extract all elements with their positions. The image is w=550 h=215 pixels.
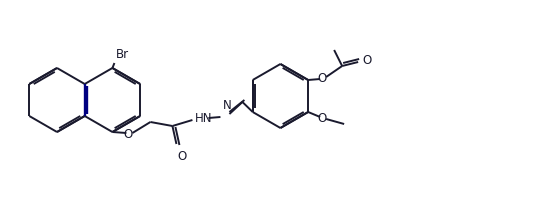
Text: O: O — [124, 127, 133, 140]
Text: Br: Br — [116, 48, 129, 61]
Text: N: N — [222, 99, 231, 112]
Text: O: O — [178, 150, 186, 163]
Text: O: O — [362, 54, 371, 66]
Text: HN: HN — [195, 112, 212, 124]
Text: O: O — [317, 112, 327, 124]
Text: O: O — [317, 72, 327, 84]
